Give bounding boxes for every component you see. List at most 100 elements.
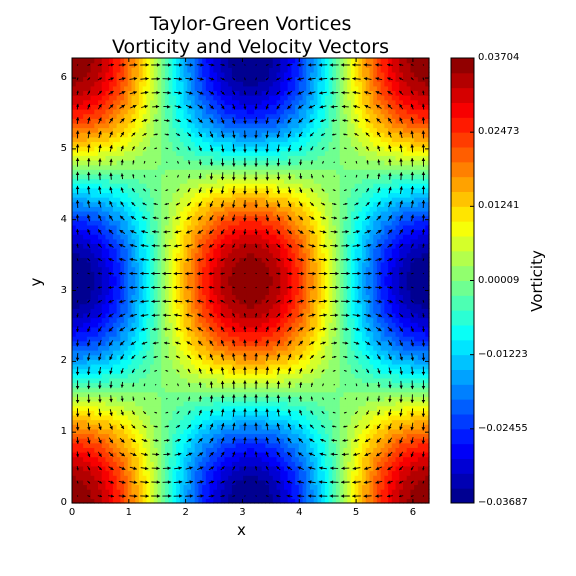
vorticity-cell bbox=[179, 461, 185, 467]
vorticity-cell bbox=[209, 169, 214, 175]
vorticity-cell bbox=[79, 90, 84, 96]
vorticity-cell bbox=[239, 303, 244, 309]
vorticity-cell bbox=[235, 447, 240, 453]
vorticity-cell bbox=[86, 150, 92, 156]
vorticity-cell bbox=[161, 215, 166, 221]
vorticity-cell bbox=[146, 280, 151, 286]
vorticity-cell bbox=[217, 396, 222, 402]
vorticity-cell bbox=[213, 382, 218, 388]
vorticity-cell bbox=[179, 136, 185, 143]
vorticity-cell bbox=[194, 317, 200, 323]
vorticity-cell bbox=[172, 363, 177, 370]
vorticity-cell bbox=[127, 452, 133, 458]
vorticity-cell bbox=[161, 289, 166, 296]
vorticity-cell bbox=[153, 141, 159, 147]
vorticity-cell bbox=[116, 442, 121, 448]
vorticity-cell bbox=[209, 234, 214, 240]
vorticity-cell bbox=[131, 210, 136, 217]
vorticity-cell bbox=[239, 359, 244, 365]
vorticity-cell bbox=[261, 183, 266, 189]
vorticity-cell bbox=[142, 58, 147, 64]
vorticity-cell bbox=[116, 248, 121, 254]
vorticity-cell bbox=[124, 373, 129, 379]
vorticity-cell bbox=[213, 438, 218, 444]
vorticity-cell bbox=[161, 470, 166, 476]
vorticity-cell bbox=[224, 90, 229, 96]
vorticity-cell bbox=[83, 215, 88, 221]
vorticity-cell bbox=[142, 220, 147, 226]
vorticity-cell bbox=[161, 326, 166, 333]
vorticity-cell bbox=[217, 238, 222, 245]
vorticity-cell bbox=[224, 169, 229, 175]
vorticity-cell bbox=[172, 433, 177, 439]
vorticity-cell bbox=[164, 266, 170, 272]
vorticity-cell bbox=[150, 127, 155, 133]
vorticity-cell bbox=[153, 442, 159, 448]
vorticity-cell bbox=[246, 350, 252, 356]
vorticity-cell bbox=[150, 456, 155, 462]
vorticity-cell bbox=[239, 76, 244, 82]
vorticity-cell bbox=[153, 192, 159, 198]
vorticity-cell bbox=[202, 382, 207, 388]
vorticity-cell bbox=[135, 359, 140, 365]
vorticity-cell bbox=[191, 67, 196, 73]
vorticity-cell bbox=[164, 275, 170, 282]
vorticity-cell bbox=[142, 210, 147, 217]
vorticity-cell bbox=[79, 201, 84, 207]
vorticity-cell bbox=[105, 183, 110, 189]
vorticity-cell bbox=[213, 104, 218, 110]
vorticity-cell bbox=[83, 243, 88, 249]
vorticity-cell bbox=[161, 363, 166, 370]
vorticity-cell bbox=[90, 132, 95, 138]
vorticity-cell bbox=[183, 410, 188, 416]
vorticity-cell bbox=[90, 493, 95, 499]
vorticity-cell bbox=[164, 210, 170, 217]
vorticity-cell bbox=[94, 433, 99, 439]
vorticity-cell bbox=[98, 127, 103, 133]
vorticity-cell bbox=[231, 108, 237, 115]
vorticity-cell bbox=[172, 183, 177, 189]
vorticity-cell bbox=[127, 58, 133, 64]
vorticity-cell bbox=[220, 345, 226, 351]
vorticity-cell bbox=[213, 122, 218, 129]
vorticity-cell bbox=[254, 405, 259, 411]
vorticity-cell bbox=[176, 428, 181, 435]
vorticity-cell bbox=[146, 289, 151, 296]
vorticity-cell bbox=[179, 243, 185, 249]
vorticity-cell bbox=[150, 294, 155, 300]
vorticity-cell bbox=[105, 122, 110, 129]
vorticity-cell bbox=[157, 215, 162, 221]
vorticity-cell bbox=[261, 197, 266, 203]
vorticity-cell bbox=[254, 248, 259, 254]
vorticity-cell bbox=[213, 178, 218, 184]
vorticity-cell bbox=[228, 252, 233, 258]
vorticity-cell bbox=[161, 197, 166, 203]
vorticity-cell bbox=[101, 387, 107, 393]
vorticity-cell bbox=[86, 192, 92, 198]
vorticity-cell bbox=[261, 401, 266, 407]
vorticity-cell bbox=[213, 303, 218, 309]
vorticity-cell bbox=[179, 452, 185, 458]
vorticity-cell bbox=[161, 489, 166, 495]
vorticity-cell bbox=[120, 95, 125, 101]
vorticity-cell bbox=[120, 377, 125, 384]
vorticity-cell bbox=[72, 220, 77, 226]
vorticity-cell bbox=[161, 220, 166, 226]
vorticity-cell bbox=[79, 271, 84, 277]
vorticity-cell bbox=[235, 326, 240, 333]
vorticity-cell bbox=[94, 155, 99, 161]
vorticity-cell bbox=[187, 210, 192, 217]
vorticity-cell bbox=[243, 498, 248, 504]
vorticity-cell bbox=[228, 146, 233, 152]
vorticity-cell bbox=[202, 345, 207, 351]
vorticity-cell bbox=[101, 173, 107, 180]
vorticity-cell bbox=[83, 85, 88, 92]
vorticity-cell bbox=[261, 192, 266, 198]
vorticity-cell bbox=[209, 303, 214, 309]
vorticity-cell bbox=[105, 95, 110, 101]
vorticity-cell bbox=[109, 261, 114, 268]
vorticity-cell bbox=[142, 85, 147, 92]
vorticity-cell bbox=[243, 266, 248, 272]
vorticity-cell bbox=[164, 373, 170, 379]
vorticity-cell bbox=[153, 275, 159, 282]
